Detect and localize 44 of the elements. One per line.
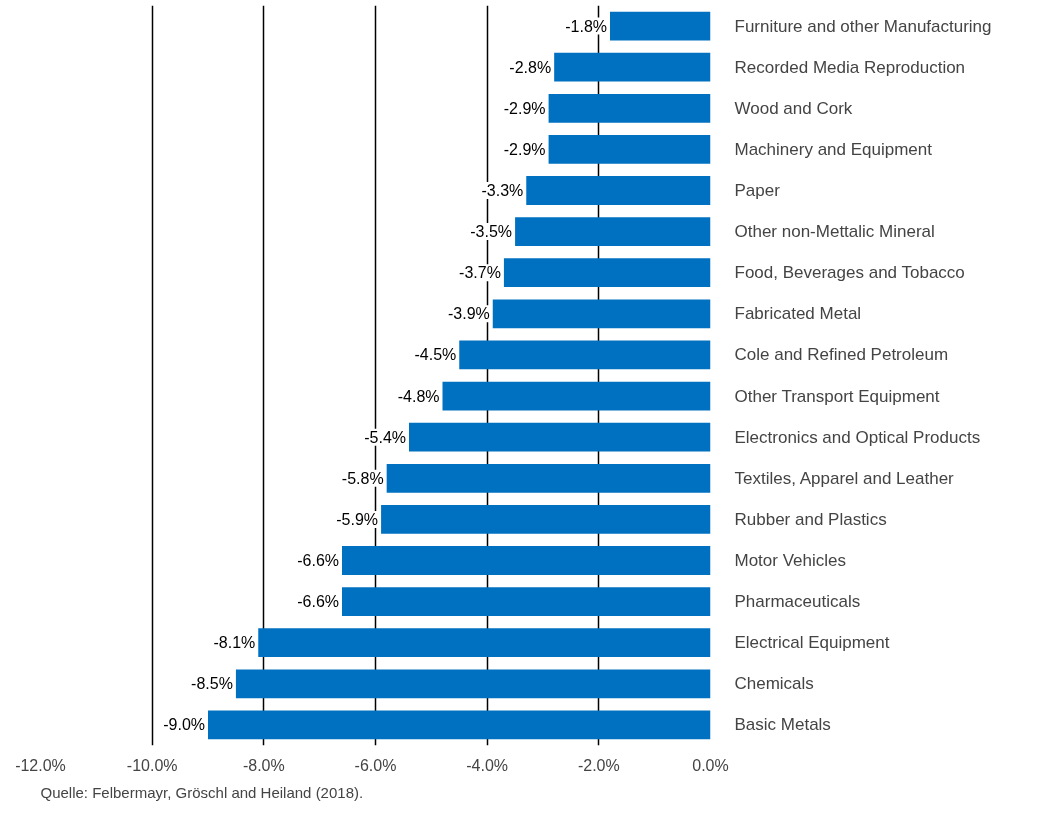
data-label: -8.5% (191, 675, 233, 693)
x-tick-label: -4.0% (466, 756, 509, 774)
x-tick-label: -6.0% (354, 756, 397, 774)
x-tick-label: -12.0% (15, 756, 66, 774)
data-label: -2.8% (509, 58, 552, 76)
y-tick-label: Electrical Equipment (734, 633, 890, 653)
y-tick-label: Machinery and Equipment (734, 139, 933, 159)
y-tick-label: Furniture and other Manufacturing (734, 16, 992, 36)
data-label: -2.9% (503, 140, 546, 158)
data-label: -2.9% (503, 99, 546, 117)
data-label: -9.0% (163, 716, 205, 734)
data-label: -4.8% (397, 387, 440, 405)
y-tick-label: Motor Vehicles (734, 551, 846, 570)
y-tick-label: Food, Beverages and Tobacco (734, 263, 965, 283)
x-tick-label: 0.0% (692, 756, 729, 774)
data-label: -5.9% (336, 510, 379, 528)
y-tick-label: Textiles, Apparel and Leather (734, 468, 955, 488)
y-tick-label: Rubber and Plastics (734, 509, 887, 529)
data-label: -6.6% (297, 552, 339, 569)
data-label: -3.9% (447, 305, 490, 323)
y-tick-label: Cole and Refined Petroleum (734, 345, 949, 365)
y-tick-label: Other non-Mettalic Mineral (734, 222, 935, 242)
data-label: -1.8% (565, 17, 607, 35)
data-label: -3.5% (470, 223, 513, 241)
x-tick-label: -8.0% (242, 756, 285, 774)
data-label: -5.8% (341, 469, 384, 487)
data-label: -3.7% (459, 264, 501, 282)
data-label: -5.4% (364, 428, 406, 446)
y-tick-label: Fabricated Metal (734, 304, 862, 324)
y-tick-label: Wood and Cork (734, 98, 853, 118)
y-tick-label: Other Transport Equipment (734, 386, 940, 406)
data-label: -6.6% (297, 593, 339, 611)
y-tick-label: Basic Metals (734, 715, 831, 735)
data-label: -3.3% (481, 182, 524, 199)
y-tick-label: Paper (734, 181, 781, 200)
x-tick-label: -2.0% (577, 756, 620, 774)
y-tick-label: Recorded Media Reproduction (734, 57, 966, 77)
y-tick-label: Electronics and Optical Products (734, 427, 981, 447)
x-tick-label: -10.0% (126, 756, 178, 774)
y-tick-label: Pharmaceuticals (734, 592, 861, 612)
source-note: Quelle: Felbermayr, Gröschl and Heiland (2018). (40, 783, 364, 801)
y-tick-label: Chemicals (734, 674, 814, 694)
data-label: -4.5% (414, 346, 457, 364)
data-label: -8.1% (213, 634, 256, 652)
